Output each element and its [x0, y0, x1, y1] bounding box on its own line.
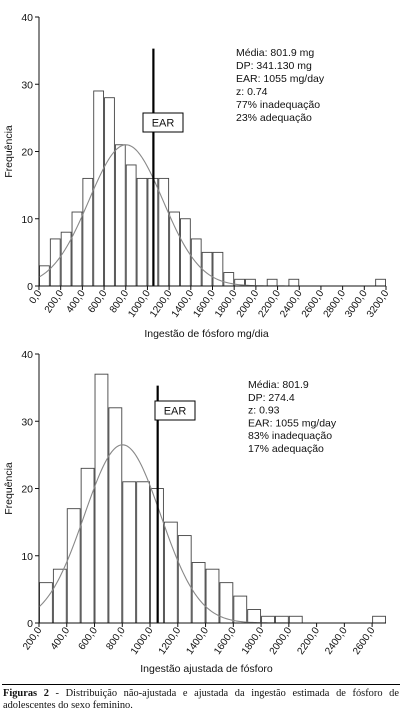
histogram-bar	[163, 521, 178, 624]
y-tick-label: 20	[21, 484, 33, 496]
x-tick-label: 600,0	[86, 288, 110, 315]
stats-annotation-line: 17% adequação	[248, 443, 324, 455]
y-tick-label: 20	[21, 147, 33, 159]
stats-annotation-line: DP: 341.130 mg	[236, 60, 312, 72]
x-tick-label: 1800,0	[240, 625, 267, 657]
stats-annotation-line: 83% inadequação	[248, 430, 332, 442]
x-tick-label: 400,0	[49, 625, 73, 652]
histogram-bar	[60, 231, 72, 287]
stats-annotation-line: z: 0.74	[236, 86, 268, 98]
histogram-bar	[375, 278, 386, 287]
histogram-bar	[104, 97, 115, 287]
histogram-bar	[114, 144, 126, 287]
y-tick-label: 40	[21, 349, 33, 361]
stats-annotation-line: EAR: 1055 mg/day	[236, 73, 325, 85]
stats-annotation-line: Média: 801.9	[248, 379, 309, 391]
x-tick-label: 2400,0	[323, 625, 350, 657]
y-axis-label: Frequência	[3, 125, 15, 178]
histogram-bar	[125, 164, 137, 287]
ear-label: EAR	[152, 118, 175, 130]
x-tick-label: 1200,0	[157, 625, 184, 657]
x-tick-label: 2000,0	[268, 625, 295, 657]
histogram-bar	[136, 177, 148, 287]
histogram-bar	[66, 508, 81, 624]
stats-annotation-line: EAR: 1055 mg/day	[248, 417, 337, 429]
histogram-bar	[288, 278, 300, 287]
histogram-bar	[39, 582, 53, 624]
chart-unadjusted-intake: EAR0102030400,0200,0400,0600,0800,01000,…	[3, 12, 392, 340]
x-tick-label: 1600,0	[212, 625, 239, 657]
y-tick-label: 0	[27, 618, 33, 630]
stats-annotation-line: Média: 801.9 mg	[236, 47, 314, 59]
ear-label-box	[142, 112, 184, 133]
x-tick-label: 200,0	[21, 625, 45, 652]
y-tick-label: 30	[21, 416, 33, 428]
stats-annotation-line: 23% adequação	[236, 112, 312, 124]
histogram-bar	[108, 407, 123, 624]
histogram-bar	[71, 211, 83, 287]
y-tick-label: 40	[21, 12, 33, 24]
x-axis-label: Ingestão ajustada de fósforo	[140, 663, 273, 675]
histogram-bar	[94, 373, 109, 624]
ear-label-box	[154, 400, 196, 421]
histogram-bar	[247, 609, 262, 624]
histogram-bar	[177, 535, 192, 624]
histogram-bar	[372, 615, 386, 624]
histogram-bar	[261, 615, 275, 624]
x-tick-label: 800,0	[104, 625, 128, 652]
histogram-bar	[122, 481, 137, 624]
stats-annotation-line: DP: 274.4	[248, 392, 295, 404]
histogram-bar	[201, 251, 213, 287]
histogram-bar	[169, 211, 180, 287]
x-tick-label: 3200,0	[365, 288, 392, 320]
caption-label: Figuras 2	[3, 688, 49, 699]
x-axis-label: Ingestão de fósforo mg/dia	[144, 328, 268, 340]
y-tick-label: 10	[21, 551, 33, 563]
y-tick-label: 0	[27, 281, 33, 293]
histogram-bars	[39, 373, 386, 624]
caption-text: - Distribuição não-ajustada e ajustada d…	[3, 688, 399, 712]
chart-adjusted-intake: EAR 0 10 20 30 40 200,0 400,0 600,0 800,0 1000,0 12…	[3, 349, 386, 675]
x-tick-label: 400,0	[64, 288, 88, 315]
x-tick-label: 600,0	[77, 625, 101, 652]
y-tick-label: 30	[21, 79, 33, 91]
histogram-bar	[93, 90, 105, 287]
ear-label: EAR	[164, 406, 187, 418]
y-tick-label: 10	[21, 214, 33, 226]
caption-divider	[2, 684, 400, 685]
x-tick-label: 1400,0	[184, 625, 211, 657]
histogram-bar	[275, 615, 289, 624]
y-axis-label: Frequência	[3, 462, 15, 515]
stats-annotation-line: 77% inadequação	[236, 99, 320, 111]
x-tick-label: 2200,0	[295, 625, 322, 657]
histogram-bar	[80, 467, 95, 624]
histogram-bar	[233, 595, 248, 624]
histogram-bars	[39, 90, 386, 287]
x-tick-label: 200,0	[43, 288, 67, 315]
x-tick-label: 2600,0	[351, 625, 378, 657]
histogram-bar	[288, 615, 303, 624]
stats-annotation-line: z: 0.93	[248, 405, 280, 417]
figure-caption: Figuras 2 - Distribuição não-ajustada e …	[3, 688, 399, 712]
histogram-bar	[136, 481, 150, 624]
x-tick-label: 1000,0	[129, 625, 156, 657]
histogram-bar	[266, 278, 278, 287]
